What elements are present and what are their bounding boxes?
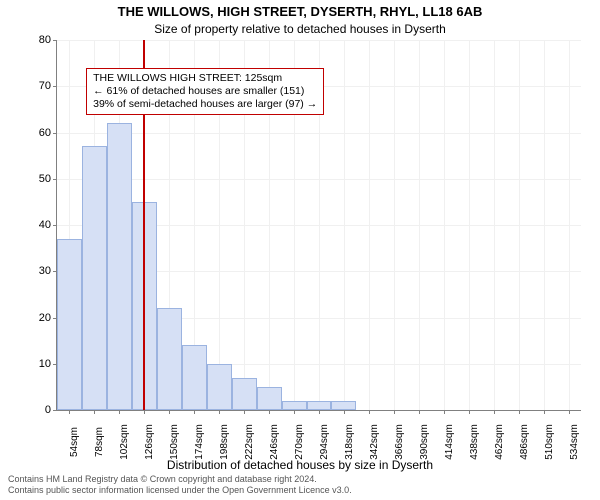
xtick-label: 390sqm [419,424,430,460]
xtick-label: 150sqm [169,424,180,460]
xtick-label: 222sqm [244,424,255,460]
xtick-label: 246sqm [269,424,280,460]
xtick-mark [244,410,245,414]
xtick-mark [344,410,345,414]
xtick-label: 174sqm [194,424,205,460]
xtick-label: 54sqm [69,427,80,457]
ytick-label: 70 [39,80,51,92]
histogram-bar [182,345,207,410]
gridline [344,40,345,410]
ytick-label: 40 [39,219,51,231]
histogram-bar [157,308,182,410]
ytick-mark [53,133,57,134]
xtick-mark [294,410,295,414]
ytick-label: 80 [39,34,51,46]
ytick-mark [53,86,57,87]
xtick-label: 510sqm [544,424,555,460]
xtick-label: 294sqm [319,424,330,460]
xtick-label: 366sqm [394,424,405,460]
xtick-mark [219,410,220,414]
histogram-bar [57,239,82,410]
xtick-mark [119,410,120,414]
xtick-mark [419,410,420,414]
xtick-label: 414sqm [444,424,455,460]
annotation-line: 39% of semi-detached houses are larger (… [93,98,317,111]
xtick-mark [544,410,545,414]
gridline [544,40,545,410]
xtick-label: 462sqm [494,424,505,460]
xtick-mark [369,410,370,414]
xtick-mark [469,410,470,414]
ytick-label: 0 [45,404,51,416]
xtick-label: 102sqm [119,424,130,460]
xtick-label: 78sqm [94,427,105,457]
histogram-bar [232,378,257,410]
xtick-mark [94,410,95,414]
histogram-bar [107,123,132,410]
gridline [444,40,445,410]
ytick-label: 20 [39,312,51,324]
ytick-mark [53,410,57,411]
attribution-text: Contains HM Land Registry data © Crown c… [8,474,592,497]
chart-subtitle: Size of property relative to detached ho… [0,22,600,36]
xtick-label: 270sqm [294,424,305,460]
xtick-label: 318sqm [344,424,355,460]
xtick-mark [319,410,320,414]
plot-area: 0102030405060708054sqm78sqm102sqm126sqm1… [56,40,581,411]
xtick-label: 438sqm [469,424,480,460]
xtick-label: 342sqm [369,424,380,460]
attribution-line: Contains HM Land Registry data © Crown c… [8,474,592,485]
gridline [419,40,420,410]
annotation-line: THE WILLOWS HIGH STREET: 125sqm [93,72,317,85]
gridline [469,40,470,410]
ytick-mark [53,225,57,226]
histogram-bar [207,364,232,410]
xtick-mark [269,410,270,414]
ytick-mark [53,40,57,41]
gridline [569,40,570,410]
xtick-mark [519,410,520,414]
histogram-bar [331,401,356,410]
xtick-label: 126sqm [144,424,155,460]
xtick-mark [394,410,395,414]
histogram-bar [257,387,282,410]
ytick-label: 30 [39,265,51,277]
xtick-mark [194,410,195,414]
gridline [369,40,370,410]
ytick-label: 60 [39,127,51,139]
xtick-mark [494,410,495,414]
ytick-label: 50 [39,173,51,185]
histogram-bar [307,401,332,410]
xtick-mark [569,410,570,414]
xtick-mark [69,410,70,414]
ytick-mark [53,179,57,180]
xtick-label: 534sqm [569,424,580,460]
gridline [519,40,520,410]
ytick-label: 10 [39,358,51,370]
histogram-bar [282,401,307,410]
histogram-bar [82,146,107,410]
attribution-line: Contains public sector information licen… [8,485,592,496]
xtick-mark [444,410,445,414]
annotation-line: ← 61% of detached houses are smaller (15… [93,85,317,98]
xtick-label: 198sqm [219,424,230,460]
xtick-label: 486sqm [519,424,530,460]
xtick-mark [144,410,145,414]
gridline [494,40,495,410]
annotation-box: THE WILLOWS HIGH STREET: 125sqm← 61% of … [86,68,324,115]
chart-title: THE WILLOWS, HIGH STREET, DYSERTH, RHYL,… [0,4,600,19]
xtick-mark [169,410,170,414]
x-axis-label: Distribution of detached houses by size … [0,458,600,472]
gridline [394,40,395,410]
